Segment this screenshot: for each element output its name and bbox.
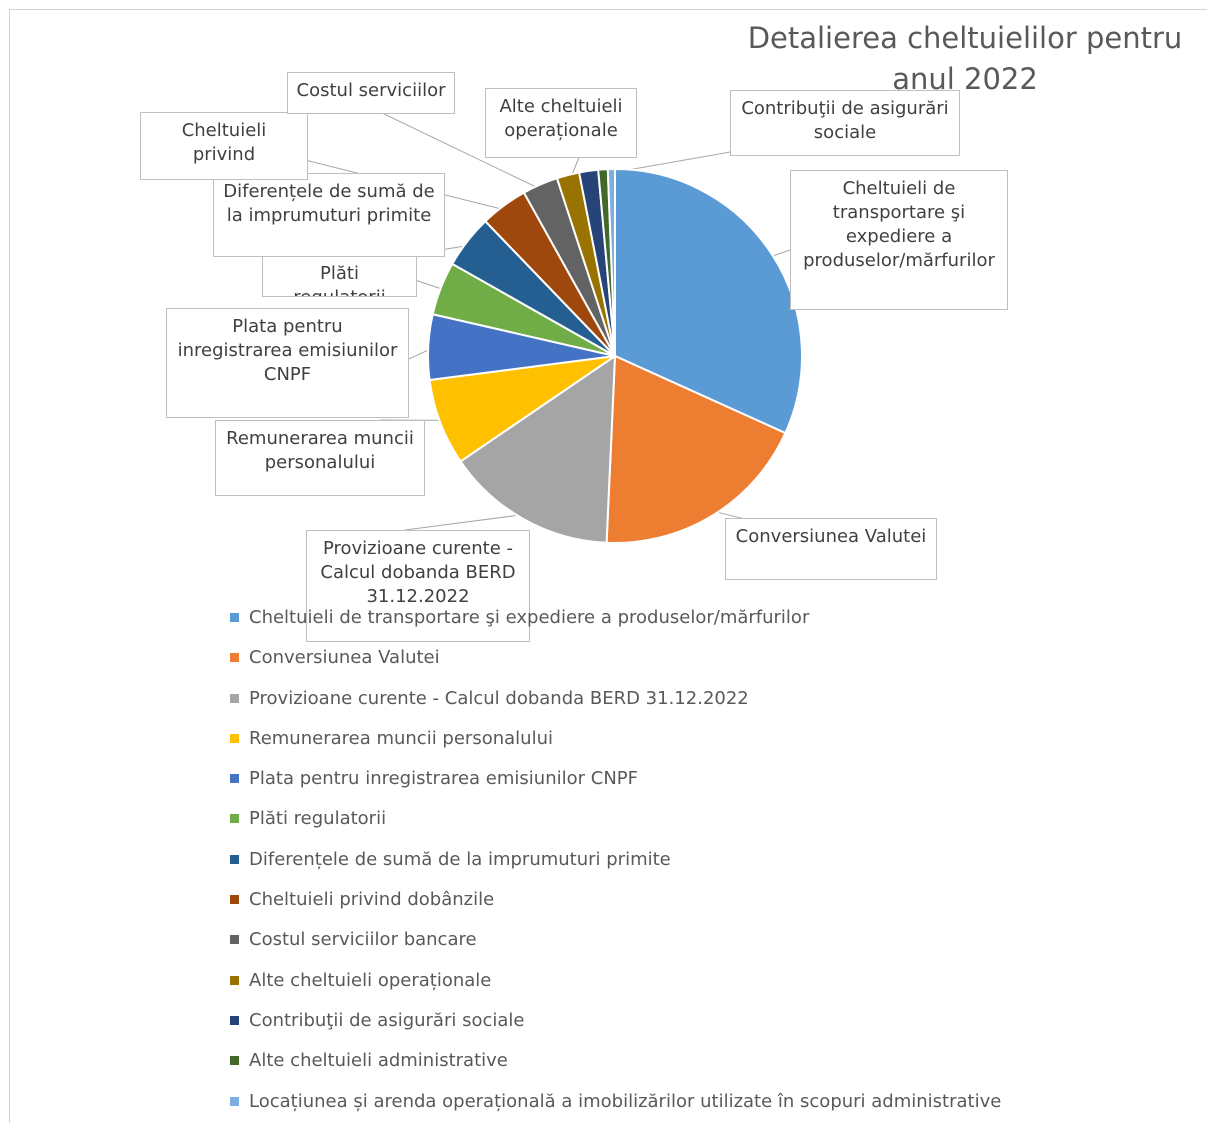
legend-item: Alte cheltuieli administrative [230, 1046, 1160, 1086]
legend-item: Remunerarea muncii personalului [230, 724, 1160, 764]
legend-swatch [230, 774, 239, 783]
legend-item: Cheltuieli de transportare şi expediere … [230, 603, 1160, 643]
data-label-9: Costul serviciilor [287, 72, 455, 114]
pie-slices [428, 169, 802, 543]
legend-swatch [230, 895, 239, 904]
legend-label: Alte cheltuieli operaționale [249, 970, 491, 991]
legend-swatch [230, 1056, 239, 1065]
data-label-1: Cheltuieli de transportare şi expediere … [790, 170, 1008, 310]
data-label-6: Plăti regulatorii [262, 255, 417, 297]
legend-label: Conversiunea Valutei [249, 647, 440, 668]
data-label-11: Contribuţii de asigurări sociale [730, 90, 960, 156]
leader-line-3 [405, 514, 527, 530]
legend-swatch [230, 694, 239, 703]
data-label-5: Plata pentru inregistrarea emisiunilor C… [166, 308, 409, 418]
legend-item: Plata pentru inregistrarea emisiunilor C… [230, 764, 1160, 804]
legend-item: Locațiunea și arenda operațională a imob… [230, 1087, 1160, 1127]
legend-item: Costul serviciilor bancare [230, 925, 1160, 965]
legend-label: Costul serviciilor bancare [249, 929, 477, 950]
legend-swatch [230, 935, 239, 944]
data-label-10: Alte cheltuieli operaționale [485, 88, 637, 158]
legend-label: Plata pentru inregistrarea emisiunilor C… [249, 768, 638, 789]
legend-item: Conversiunea Valutei [230, 643, 1160, 683]
legend-label: Provizioane curente - Calcul dobanda BER… [249, 688, 749, 709]
legend-swatch [230, 814, 239, 823]
legend-swatch [230, 1097, 239, 1106]
data-label-7: Diferențele de sumă de la imprumuturi pr… [213, 173, 445, 257]
legend-label: Alte cheltuieli administrative [249, 1050, 508, 1071]
legend: Cheltuieli de transportare şi expediere … [230, 603, 1160, 1127]
legend-label: Diferențele de sumă de la imprumuturi pr… [249, 849, 671, 870]
legend-label: Locațiunea și arenda operațională a imob… [249, 1091, 1001, 1112]
legend-swatch [230, 855, 239, 864]
legend-swatch [230, 1016, 239, 1025]
legend-label: Remunerarea muncii personalului [249, 728, 553, 749]
legend-item: Alte cheltuieli operaționale [230, 966, 1160, 1006]
legend-swatch [230, 976, 239, 985]
legend-item: Cheltuieli privind dobânzile [230, 885, 1160, 925]
data-label-4: Remunerarea muncii personalului [215, 420, 425, 496]
legend-item: Diferențele de sumă de la imprumuturi pr… [230, 845, 1160, 885]
legend-label: Contribuţii de asigurări sociale [249, 1010, 524, 1031]
legend-swatch [230, 734, 239, 743]
legend-swatch [230, 653, 239, 662]
data-label-2: Conversiunea Valutei [725, 518, 937, 580]
legend-item: Contribuţii de asigurări sociale [230, 1006, 1160, 1046]
legend-label: Plăti regulatorii [249, 808, 386, 829]
legend-item: Provizioane curente - Calcul dobanda BER… [230, 684, 1160, 724]
data-label-8: Cheltuieli privind [140, 112, 308, 180]
legend-label: Cheltuieli de transportare şi expediere … [249, 607, 809, 628]
legend-label: Cheltuieli privind dobânzile [249, 889, 494, 910]
legend-swatch [230, 613, 239, 622]
legend-item: Plăti regulatorii [230, 804, 1160, 844]
